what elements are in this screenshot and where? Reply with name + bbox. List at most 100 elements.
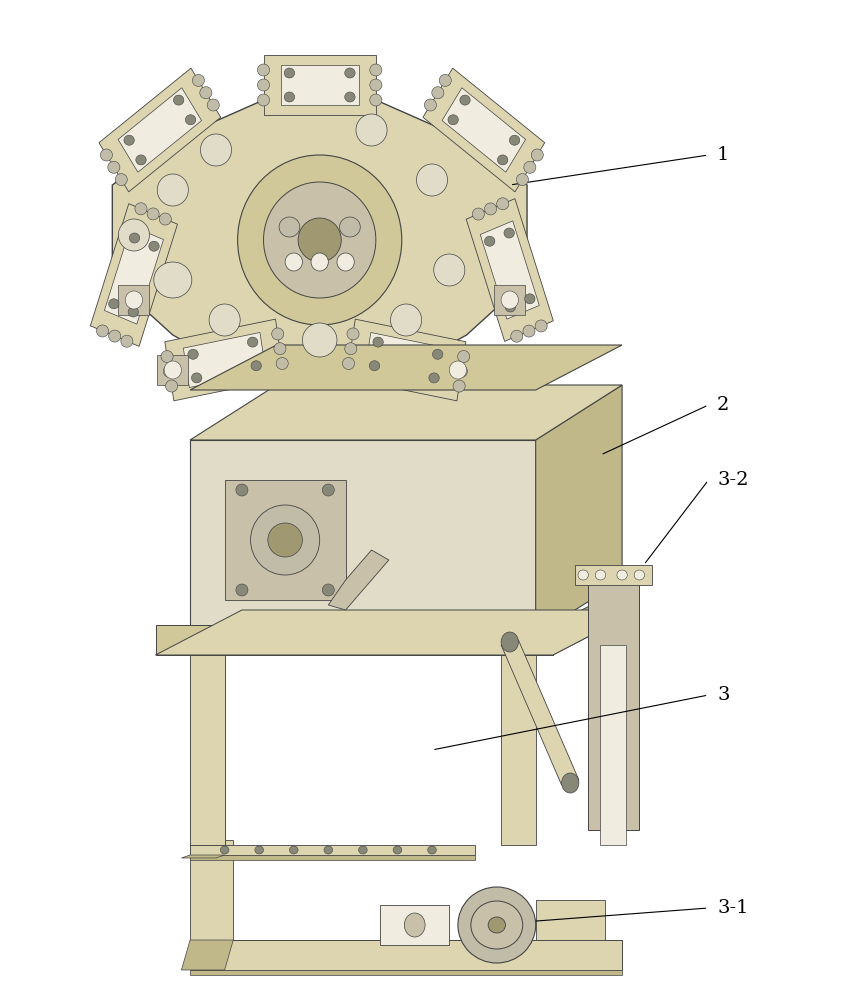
Ellipse shape <box>448 115 458 125</box>
Ellipse shape <box>279 217 300 237</box>
Polygon shape <box>281 65 359 105</box>
Ellipse shape <box>504 228 514 238</box>
Ellipse shape <box>345 343 357 355</box>
Polygon shape <box>190 855 475 860</box>
Ellipse shape <box>370 94 382 106</box>
Ellipse shape <box>428 846 436 854</box>
Ellipse shape <box>187 349 198 359</box>
Ellipse shape <box>257 64 270 76</box>
Ellipse shape <box>271 328 283 340</box>
Polygon shape <box>165 319 284 401</box>
Text: 3-2: 3-2 <box>717 471 748 489</box>
Polygon shape <box>99 68 220 192</box>
Ellipse shape <box>497 198 509 210</box>
Polygon shape <box>190 345 622 390</box>
Ellipse shape <box>109 330 121 342</box>
Polygon shape <box>553 580 639 655</box>
Polygon shape <box>112 100 527 385</box>
Ellipse shape <box>149 241 159 251</box>
Polygon shape <box>181 855 225 858</box>
Ellipse shape <box>207 99 219 111</box>
Polygon shape <box>494 285 525 315</box>
Polygon shape <box>467 199 553 341</box>
Ellipse shape <box>460 95 470 105</box>
Polygon shape <box>380 905 449 945</box>
Ellipse shape <box>324 846 333 854</box>
Ellipse shape <box>118 219 149 251</box>
Ellipse shape <box>247 337 257 347</box>
Polygon shape <box>190 635 225 845</box>
Ellipse shape <box>453 380 465 392</box>
Ellipse shape <box>192 373 202 383</box>
Ellipse shape <box>322 484 334 496</box>
Polygon shape <box>156 610 639 655</box>
Polygon shape <box>118 88 201 172</box>
Ellipse shape <box>298 218 341 262</box>
Ellipse shape <box>124 135 134 145</box>
Ellipse shape <box>130 233 140 243</box>
Ellipse shape <box>121 335 133 347</box>
Ellipse shape <box>347 328 359 340</box>
Ellipse shape <box>501 632 518 652</box>
Ellipse shape <box>473 208 485 220</box>
Ellipse shape <box>311 253 328 271</box>
Polygon shape <box>536 385 622 635</box>
Ellipse shape <box>289 846 298 854</box>
Ellipse shape <box>220 846 229 854</box>
Ellipse shape <box>523 325 535 337</box>
Ellipse shape <box>458 351 470 363</box>
Ellipse shape <box>511 330 523 342</box>
Ellipse shape <box>115 174 127 186</box>
Polygon shape <box>600 645 626 845</box>
Ellipse shape <box>154 262 192 298</box>
Ellipse shape <box>345 68 355 78</box>
Ellipse shape <box>617 570 627 580</box>
Ellipse shape <box>510 135 520 145</box>
Ellipse shape <box>236 484 248 496</box>
Ellipse shape <box>359 846 367 854</box>
Polygon shape <box>190 845 475 855</box>
Ellipse shape <box>125 291 143 309</box>
Polygon shape <box>156 625 553 655</box>
Ellipse shape <box>251 361 262 371</box>
Polygon shape <box>190 385 622 440</box>
Ellipse shape <box>100 149 112 161</box>
Ellipse shape <box>433 349 443 359</box>
Ellipse shape <box>136 155 146 165</box>
Polygon shape <box>536 900 605 940</box>
Polygon shape <box>264 55 376 115</box>
Ellipse shape <box>200 134 232 166</box>
Polygon shape <box>442 355 473 385</box>
Polygon shape <box>157 355 188 385</box>
Ellipse shape <box>128 307 138 317</box>
Ellipse shape <box>524 161 536 173</box>
Text: 2: 2 <box>717 396 729 414</box>
Text: 3-1: 3-1 <box>717 899 748 917</box>
Ellipse shape <box>404 913 425 937</box>
Text: 1: 1 <box>717 146 729 164</box>
Polygon shape <box>272 210 367 245</box>
Ellipse shape <box>108 161 120 173</box>
Ellipse shape <box>159 213 171 225</box>
Ellipse shape <box>322 584 334 596</box>
Ellipse shape <box>340 217 360 237</box>
Ellipse shape <box>424 99 436 111</box>
Ellipse shape <box>174 95 184 105</box>
Polygon shape <box>272 245 367 280</box>
Polygon shape <box>480 221 539 319</box>
Ellipse shape <box>370 64 382 76</box>
Polygon shape <box>190 970 622 975</box>
Ellipse shape <box>345 92 355 102</box>
Polygon shape <box>328 550 389 610</box>
Ellipse shape <box>517 174 529 186</box>
Ellipse shape <box>147 208 159 220</box>
Polygon shape <box>501 640 579 785</box>
Ellipse shape <box>302 323 337 357</box>
Ellipse shape <box>505 302 516 312</box>
Ellipse shape <box>161 351 173 363</box>
Ellipse shape <box>193 74 205 86</box>
Ellipse shape <box>429 373 439 383</box>
Ellipse shape <box>284 92 295 102</box>
Polygon shape <box>588 580 639 830</box>
Ellipse shape <box>135 203 147 215</box>
